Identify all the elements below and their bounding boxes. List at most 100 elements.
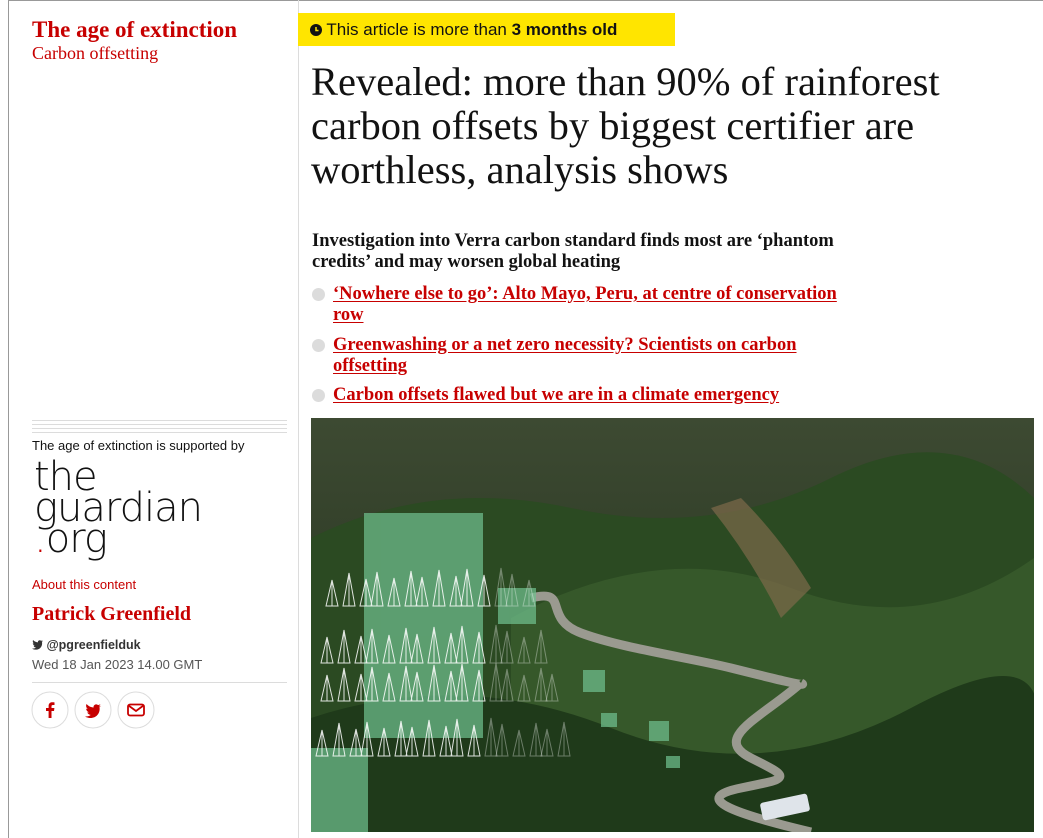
tree-outline (387, 577, 401, 607)
rule (32, 424, 287, 425)
about-link[interactable]: About this content (32, 577, 137, 592)
tree-outline (404, 570, 418, 607)
tree-outline (450, 718, 464, 757)
tree-outline (399, 665, 413, 702)
tree-outline (315, 729, 329, 757)
logo-line: the (34, 454, 98, 500)
tree-outline (455, 663, 469, 702)
tree-outline (432, 569, 446, 607)
rule (32, 432, 287, 433)
related-link[interactable]: Carbon offsets flawed but we are in a cl… (312, 385, 779, 406)
bullet (312, 288, 325, 301)
tree-outline (427, 664, 441, 702)
link-line[interactable]: Carbon offsets flawed but we are in a cl… (333, 385, 780, 405)
tree-outline (337, 629, 351, 664)
tree-outline (444, 632, 458, 664)
tree-outline (455, 625, 469, 664)
tree-outline (517, 636, 531, 664)
twitter-text[interactable]: @pgreenfielduk (46, 638, 141, 652)
column-divider (298, 0, 299, 838)
tree-outline (399, 627, 413, 664)
tree-outline (410, 633, 424, 664)
notice-highlight: 3 months old (511, 20, 618, 39)
standfirst: Investigation into Verra carbon standard… (312, 231, 834, 273)
related-link[interactable]: ‘Nowhere else to go’: Alto Mayo, Peru, a… (312, 284, 837, 326)
section-title[interactable]: The age of extinction (32, 17, 238, 42)
top-border (8, 0, 1043, 1)
standfirst-line: Investigation into Verra carbon standard… (312, 231, 834, 251)
tree-outline (517, 674, 531, 702)
share-facebook[interactable] (31, 691, 69, 729)
share-email[interactable] (117, 691, 155, 729)
tree-outline (337, 667, 351, 702)
bullet (312, 339, 325, 352)
tree-outline (405, 726, 419, 757)
clock-icon (310, 24, 322, 36)
tree-outline (467, 724, 481, 757)
logo-line: .org (34, 519, 202, 559)
tree-outline (410, 671, 424, 702)
tree-outline (422, 719, 436, 757)
tree-outline (382, 634, 396, 664)
tree-outline (529, 722, 543, 757)
tree-outline (557, 721, 571, 757)
tree-outline (370, 571, 384, 607)
tree-outline (505, 573, 519, 607)
rule (32, 420, 287, 421)
logo-org: org (45, 516, 108, 562)
tree-outline (394, 720, 408, 757)
share-twitter[interactable] (74, 691, 112, 729)
tree-outline (489, 662, 503, 702)
tree-outline (472, 631, 486, 664)
tree-outline (320, 636, 334, 664)
tree-outline (354, 673, 368, 702)
standfirst-line: credits’ and may worsen global heating (312, 252, 621, 272)
tree-outline (489, 624, 503, 664)
author[interactable]: Patrick Greenfield (32, 603, 192, 625)
tree-outline (377, 727, 391, 757)
tree-outline (342, 572, 356, 607)
article-image (311, 418, 1034, 832)
tree-outline (382, 672, 396, 702)
link-line[interactable]: offsetting (333, 356, 407, 376)
tree-outline (495, 723, 509, 757)
notice-text: This article is more than (326, 20, 507, 39)
related-link[interactable]: Greenwashing or a net zero necessity? Sc… (312, 335, 797, 377)
link-line[interactable]: Greenwashing or a net zero necessity? Sc… (333, 335, 797, 355)
left-border (8, 0, 9, 838)
bullet (312, 389, 325, 402)
tree-outline (325, 579, 339, 607)
tree-outline (354, 635, 368, 664)
headline-line: carbon offsets by biggest certifier are (311, 103, 915, 148)
rule (32, 428, 287, 429)
tree-outline (460, 568, 474, 607)
tree-outline (360, 721, 374, 757)
tree-outline (545, 673, 559, 702)
tree-outline (365, 666, 379, 702)
tree-outline (534, 629, 548, 664)
age-notice: This article is more than 3 months old (298, 13, 675, 46)
twitter-icon (32, 640, 43, 650)
headline: Revealed: more than 90% of rainforest ca… (311, 60, 940, 192)
sponsor-logo[interactable]: the guardian .org (34, 454, 203, 559)
tree-outline (500, 630, 514, 664)
section-subtitle[interactable]: Carbon offsetting (32, 43, 159, 63)
link-line[interactable]: row (333, 305, 364, 325)
tree-outline (415, 576, 429, 607)
tree-outline (427, 626, 441, 664)
tree-outline (512, 729, 526, 757)
supported-by: The age of extinction is supported by (32, 438, 245, 453)
link-line[interactable]: ‘Nowhere else to go’: Alto Mayo, Peru, a… (333, 284, 837, 304)
tree-outline (349, 728, 363, 757)
logo-dot: . (34, 516, 47, 562)
tree-outline (477, 574, 491, 607)
publish-date: Wed 18 Jan 2023 14.00 GMT (32, 657, 203, 672)
tree-outline (439, 725, 453, 757)
tree-outline (449, 575, 463, 607)
tree-outline (500, 668, 514, 702)
tree-outline (320, 674, 334, 702)
twitter-handle[interactable]: @pgreenfielduk (32, 638, 141, 652)
tree-outline (494, 567, 508, 607)
rule (32, 682, 287, 683)
